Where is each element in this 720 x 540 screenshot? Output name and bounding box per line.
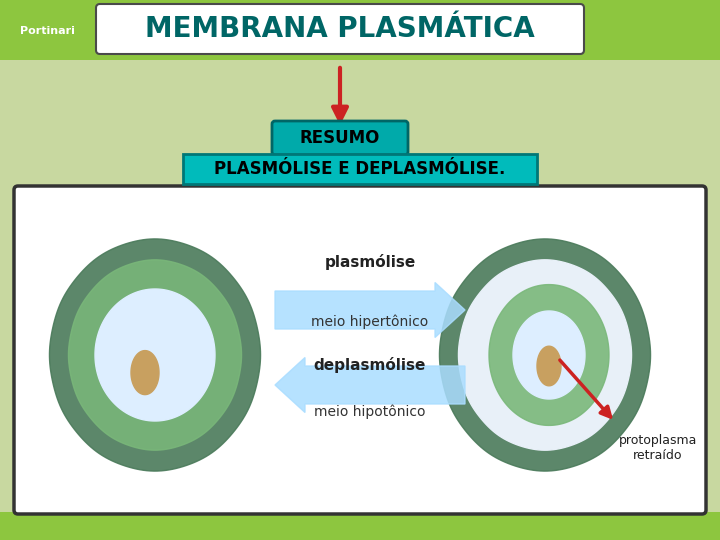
Polygon shape — [50, 239, 261, 471]
FancyBboxPatch shape — [272, 121, 408, 155]
FancyBboxPatch shape — [2, 4, 92, 58]
FancyArrow shape — [275, 282, 465, 338]
Text: PLASMÓLISE E DEPLASMÓLISE.: PLASMÓLISE E DEPLASMÓLISE. — [215, 160, 505, 178]
Polygon shape — [68, 260, 241, 450]
Polygon shape — [131, 350, 159, 395]
Text: plasmólise: plasmólise — [325, 254, 415, 270]
FancyBboxPatch shape — [183, 154, 537, 184]
Polygon shape — [537, 346, 561, 386]
FancyBboxPatch shape — [0, 512, 720, 540]
FancyArrow shape — [275, 357, 465, 413]
Text: meio hipotônico: meio hipotônico — [314, 405, 426, 419]
FancyBboxPatch shape — [96, 4, 584, 54]
Text: MEMBRANA PLASMÁTICA: MEMBRANA PLASMÁTICA — [145, 15, 535, 43]
Polygon shape — [95, 289, 215, 421]
Text: meio hipertônico: meio hipertônico — [311, 315, 428, 329]
Polygon shape — [439, 239, 651, 471]
Text: Portinari: Portinari — [19, 26, 74, 36]
Text: RESUMO: RESUMO — [300, 129, 380, 147]
Polygon shape — [513, 311, 585, 399]
Text: deplasmólise: deplasmólise — [314, 357, 426, 373]
Polygon shape — [489, 285, 609, 426]
FancyBboxPatch shape — [0, 0, 720, 60]
Polygon shape — [459, 260, 631, 450]
Text: protoplasma
retraído: protoplasma retraído — [618, 434, 697, 462]
FancyBboxPatch shape — [14, 186, 706, 514]
